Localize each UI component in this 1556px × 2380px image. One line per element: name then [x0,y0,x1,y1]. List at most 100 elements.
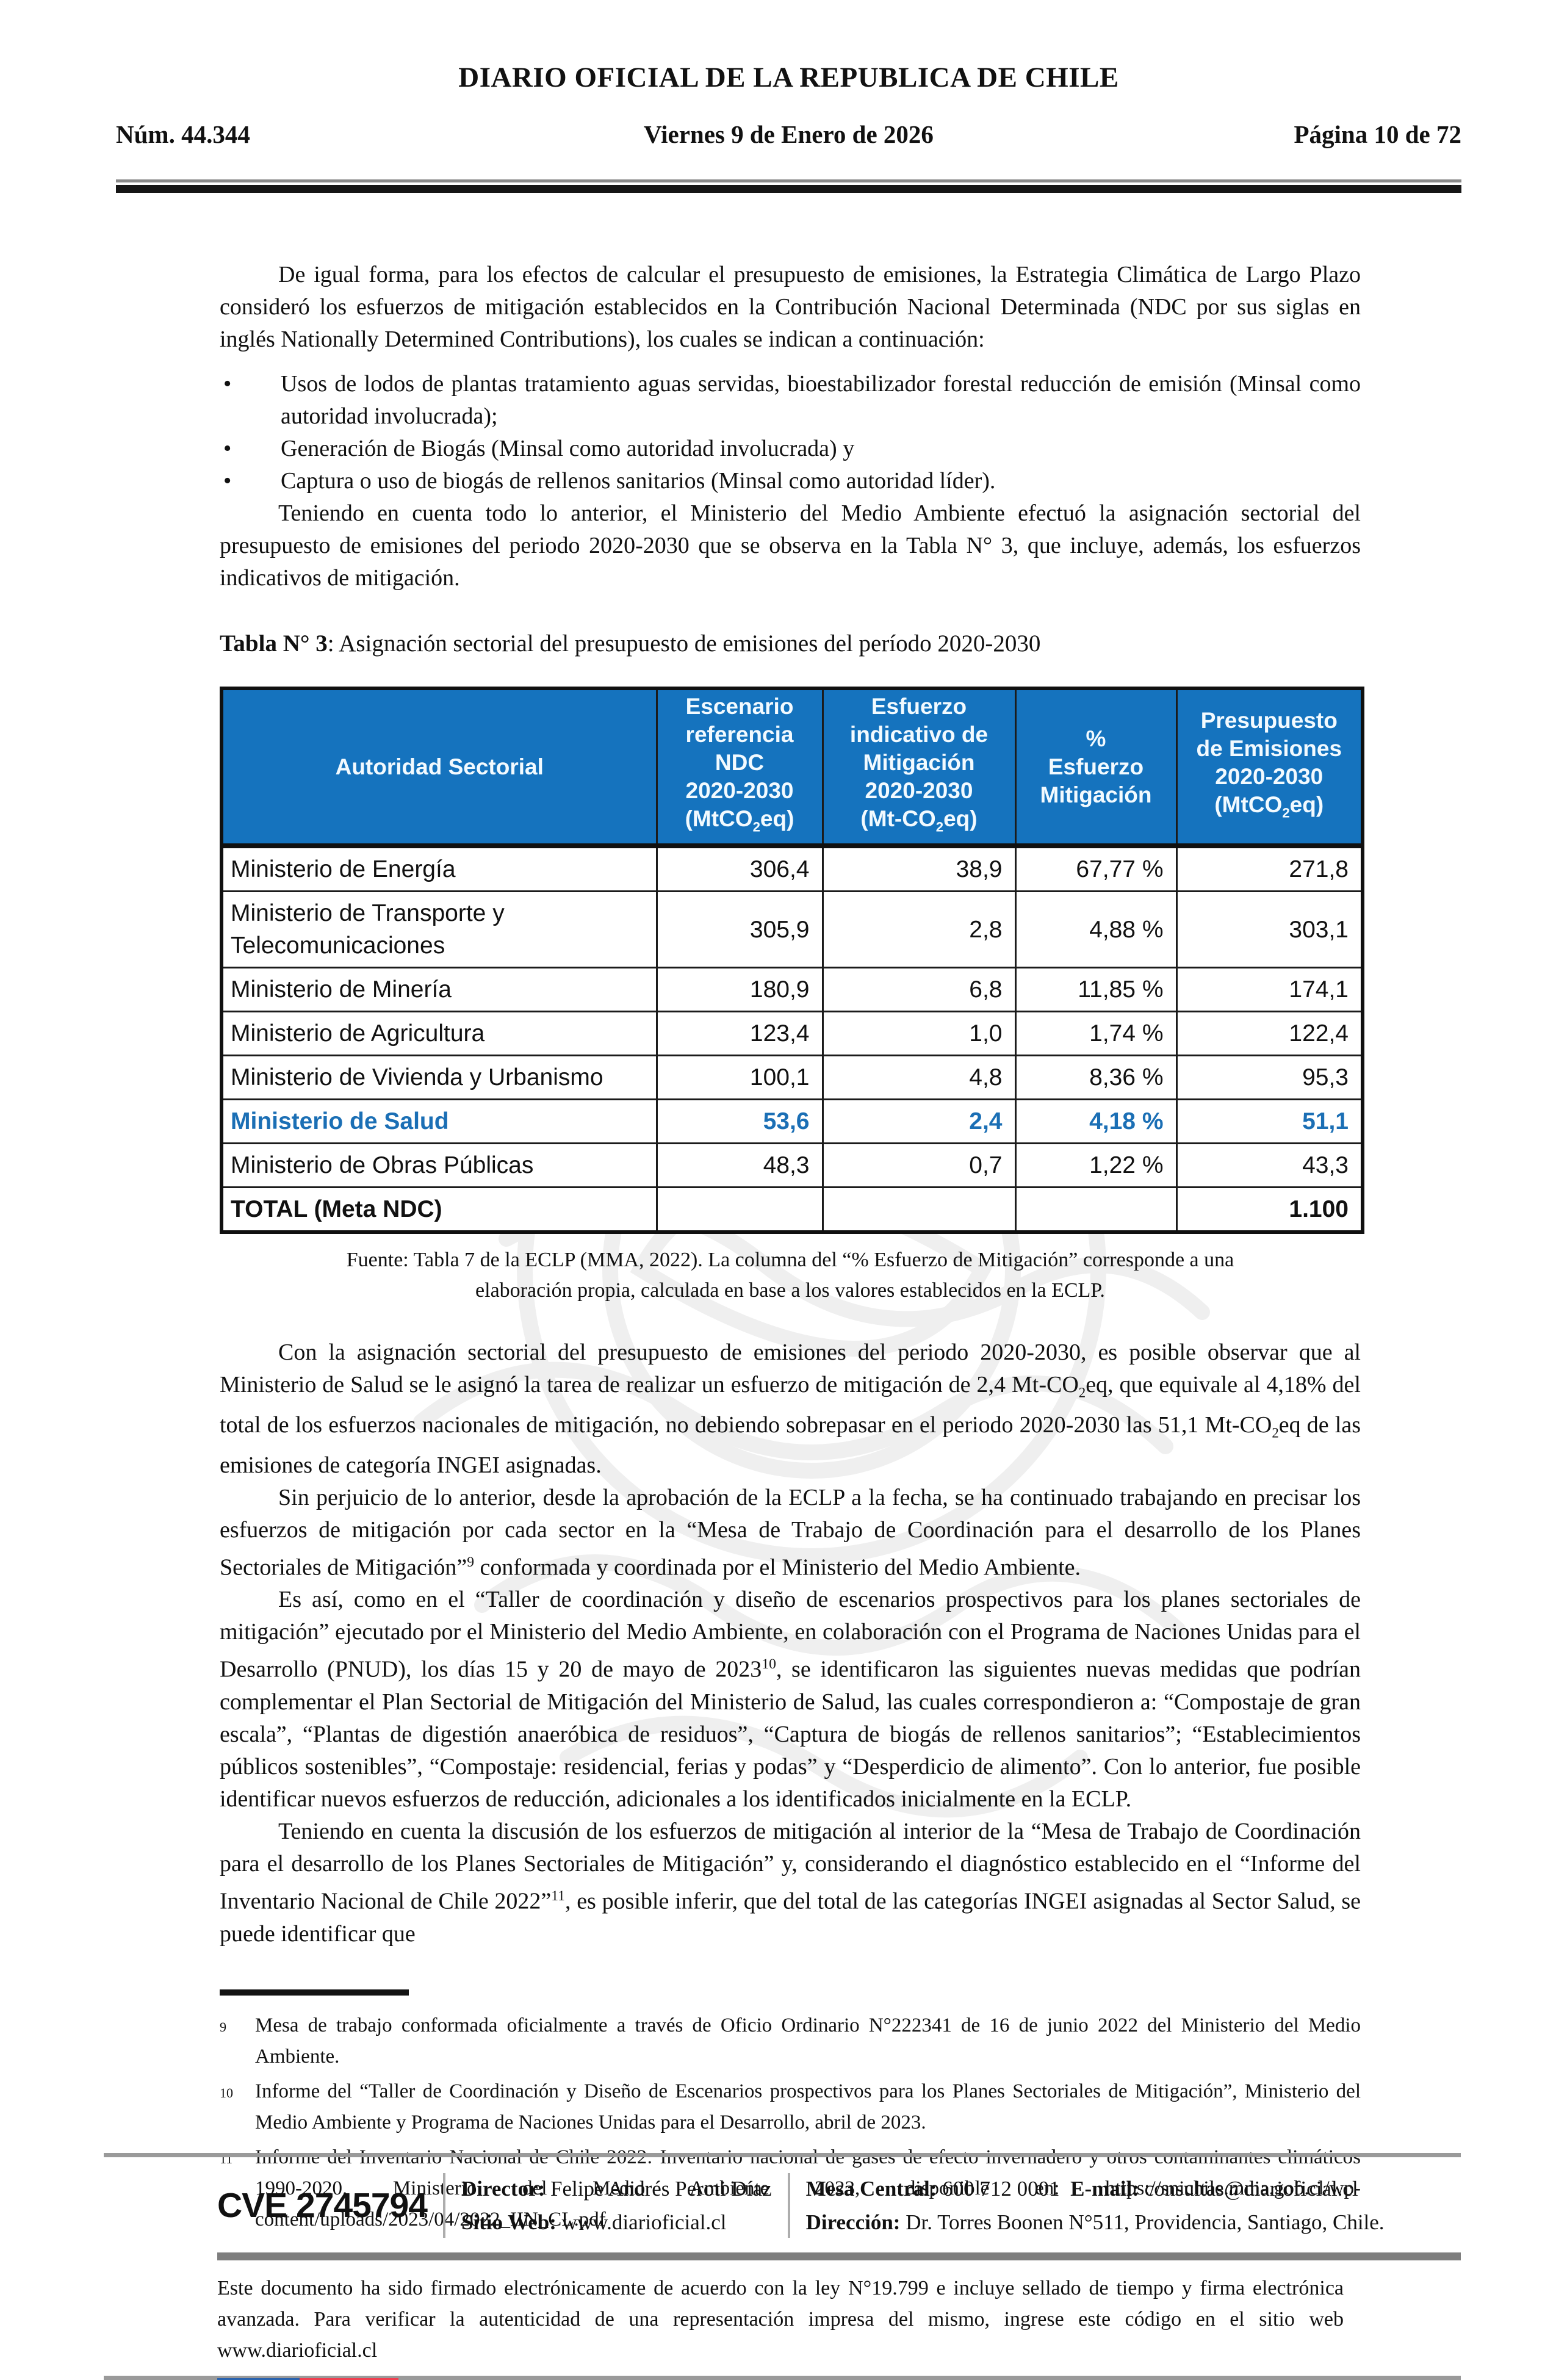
table-row: Ministerio de Vivienda y Urbanismo 100,1 4… [220,1055,1364,1101]
table-body: Ministerio de Energía 306,4 38,9 67,77 % 271… [220,845,1364,1233]
website-line: Sitio Web: www.diarioficial.cl [461,2205,772,2239]
table-row: TOTAL (Meta NDC) 1.100 [220,1186,1364,1233]
cell-value: 123,4 [655,1011,824,1057]
emissions-budget-table: Autoridad Sectorial Escenario referencia N… [220,687,1364,1235]
bullet-item: • Generación de Biogás (Minsal como autor… [220,433,1361,465]
cell-authority: Ministerio de Transporte y Telecomunicac… [220,890,658,969]
gazette-title: DIARIO OFICIAL DE LA REPUBLICA DE CHILE [458,62,1119,93]
footnote-ref: 11 [551,1888,565,1904]
chile-flag-strip [217,2378,398,2380]
footnote-item: 11Informe del Inventario Nacional de Chi… [220,2142,1361,2235]
paragraph-mesa-trabajo: Teniendo en cuenta la discusión de los e… [220,1818,1361,1947]
footer-info-row: CVE 2745794 Director: Felipe Andrés Pero… [217,2172,1556,2239]
header-rule-thin [116,179,1461,182]
cell-value: 53,6 [655,1098,824,1145]
cell-authority: Ministerio de Vivienda y Urbanismo [220,1055,658,1101]
mesa-central-label: Mesa Central: [805,2177,937,2201]
cell-value: 51,1 [1175,1098,1364,1145]
cve-code: CVE 2745794 [217,2186,428,2225]
footnote-item: 9 Mesa de trabajo conformada oficialmente… [220,2010,1361,2072]
mesa-central-line: Mesa Central: 600 712 0001 E-mail: consu… [806,2172,1385,2205]
table-row: Ministerio de Minería 180,9 6,8 11,85 % 174,… [220,967,1364,1013]
subscript: 2 [1078,1385,1086,1401]
cell-value [655,1186,824,1233]
cell-value: 1,22 % [1014,1142,1178,1189]
director-line: Director: Felipe Andrés Peroti Díaz [461,2172,772,2205]
cell-authority: Ministerio de Obras Públicas [220,1142,658,1189]
cell-authority: Ministerio de Agricultura [220,1011,658,1057]
flag-blue-block [217,2378,300,2380]
footnote-ref: 10 [762,1656,776,1673]
footnote-text: Informe del “Taller de Coordinación y Di… [255,2080,1361,2133]
bullet-text: Generación de Biogás (Minsal como autori… [281,436,855,461]
cell-value: 1.100 [1175,1186,1364,1233]
cell-value: 6,8 [821,967,1017,1013]
paragraph-intro: De igual forma, para los efectos de calc… [220,262,1361,352]
cell-value: 100,1 [655,1055,824,1101]
email-label: E-mail: [1070,2177,1139,2201]
director-label: Director: [461,2177,546,2201]
table-caption-text: : Asignación sectorial del presupuesto d… [327,630,1041,657]
cell-value: 38,9 [821,845,1017,893]
subscript: 2 [1272,1425,1279,1441]
bullet-item: • Usos de lodos de plantas tratamiento ag… [220,368,1361,433]
cell-value: 0,7 [821,1142,1017,1189]
cell-value: 95,3 [1175,1055,1364,1101]
subscript: 2 [1282,805,1290,821]
cell-value: 4,88 % [1014,890,1178,969]
col-header-presupuesto: Presupuesto de Emisiones 2020-2030 (MtCO2eq… [1175,687,1364,849]
footnote-text: Mesa de trabajo conformada oficialmente … [255,2014,1361,2068]
header-meta-row: Núm. 44.344 Viernes 9 de Enero de 2026 P… [116,120,1461,149]
footer-rule-top [104,2153,1461,2157]
footer-contact-block: Mesa Central: 600 712 0001 E-mail: consu… [806,2172,1385,2239]
footer-rule-bottom [104,2376,1461,2380]
cell-value: 1,74 % [1014,1011,1178,1057]
cell-authority: TOTAL (Meta NDC) [220,1186,658,1233]
address-line: Dirección: Dr. Torres Boonen N°511, Prov… [806,2205,1385,2239]
bullet-item: • Captura o uso de biogás de rellenos san… [220,465,1361,497]
document-body: De igual forma, para los efectos de calc… [220,259,1364,2235]
cell-value [821,1186,1017,1233]
issue-date: Viernes 9 de Enero de 2026 [644,120,934,148]
table-row: Ministerio de Salud 53,6 2,4 4,18 % 51,1 [220,1098,1364,1145]
bullet-marker: • [223,468,232,494]
cell-value [1014,1186,1178,1233]
cell-value: 1,0 [821,1011,1017,1057]
table-header-row: Autoridad Sectorial Escenario referencia N… [220,687,1364,849]
footnote-number: 10 [220,2085,233,2101]
cell-value: 305,9 [655,890,824,969]
subscript: 2 [752,819,760,835]
website-label: Sitio Web: [461,2210,556,2234]
website-url: www.diarioficial.cl [561,2210,727,2234]
table-row: Ministerio de Energía 306,4 38,9 67,77 % 271… [220,845,1364,893]
bullet-marker: • [223,436,232,461]
cell-value: 306,4 [655,845,824,893]
table-source-note: Fuente: Tabla 7 de la ECLP (MMA, 2022). … [346,1249,1234,1302]
bullet-list: • Usos de lodos de plantas tratamiento ag… [220,368,1361,497]
cell-value: 303,1 [1175,890,1364,969]
footnote-list: 9 Mesa de trabajo conformada oficialmente… [220,2010,1361,2235]
cell-value: 67,77 % [1014,845,1178,893]
footnote-number: 9 [220,2019,226,2035]
cell-value: 180,9 [655,967,824,1013]
cell-value: 2,4 [821,1098,1017,1145]
cell-value: 4,18 % [1014,1098,1178,1145]
footnote-separator [220,1989,409,1996]
paragraph-taller: Es así, como en el “Taller de coordinaci… [220,1587,1361,1812]
paragraph-sin-perjuicio: Sin perjuicio de lo anterior, desde la a… [220,1484,1361,1581]
footer-divider-2 [787,2173,790,2238]
page-footer: CVE 2745794 Director: Felipe Andrés Pero… [0,2153,1556,2380]
cell-value: 11,85 % [1014,967,1178,1013]
cell-value: 8,36 % [1014,1055,1178,1101]
cell-value: 43,3 [1175,1142,1364,1189]
flag-red-block [300,2378,398,2380]
table-caption-label: Tabla N° 3 [220,630,328,657]
cell-value: 2,8 [821,890,1017,969]
issue-number: Núm. 44.344 [116,120,250,148]
footer-rule-mid [217,2252,1461,2260]
table-header: Autoridad Sectorial Escenario referencia N… [220,687,1364,849]
bullet-marker: • [223,371,232,397]
address-value: Dr. Torres Boonen N°511, Providencia, Sa… [906,2210,1385,2234]
legal-notice: Este documento ha sido firmado electróni… [217,2277,1344,2362]
page-indicator: Página 10 de 72 [1294,120,1462,148]
